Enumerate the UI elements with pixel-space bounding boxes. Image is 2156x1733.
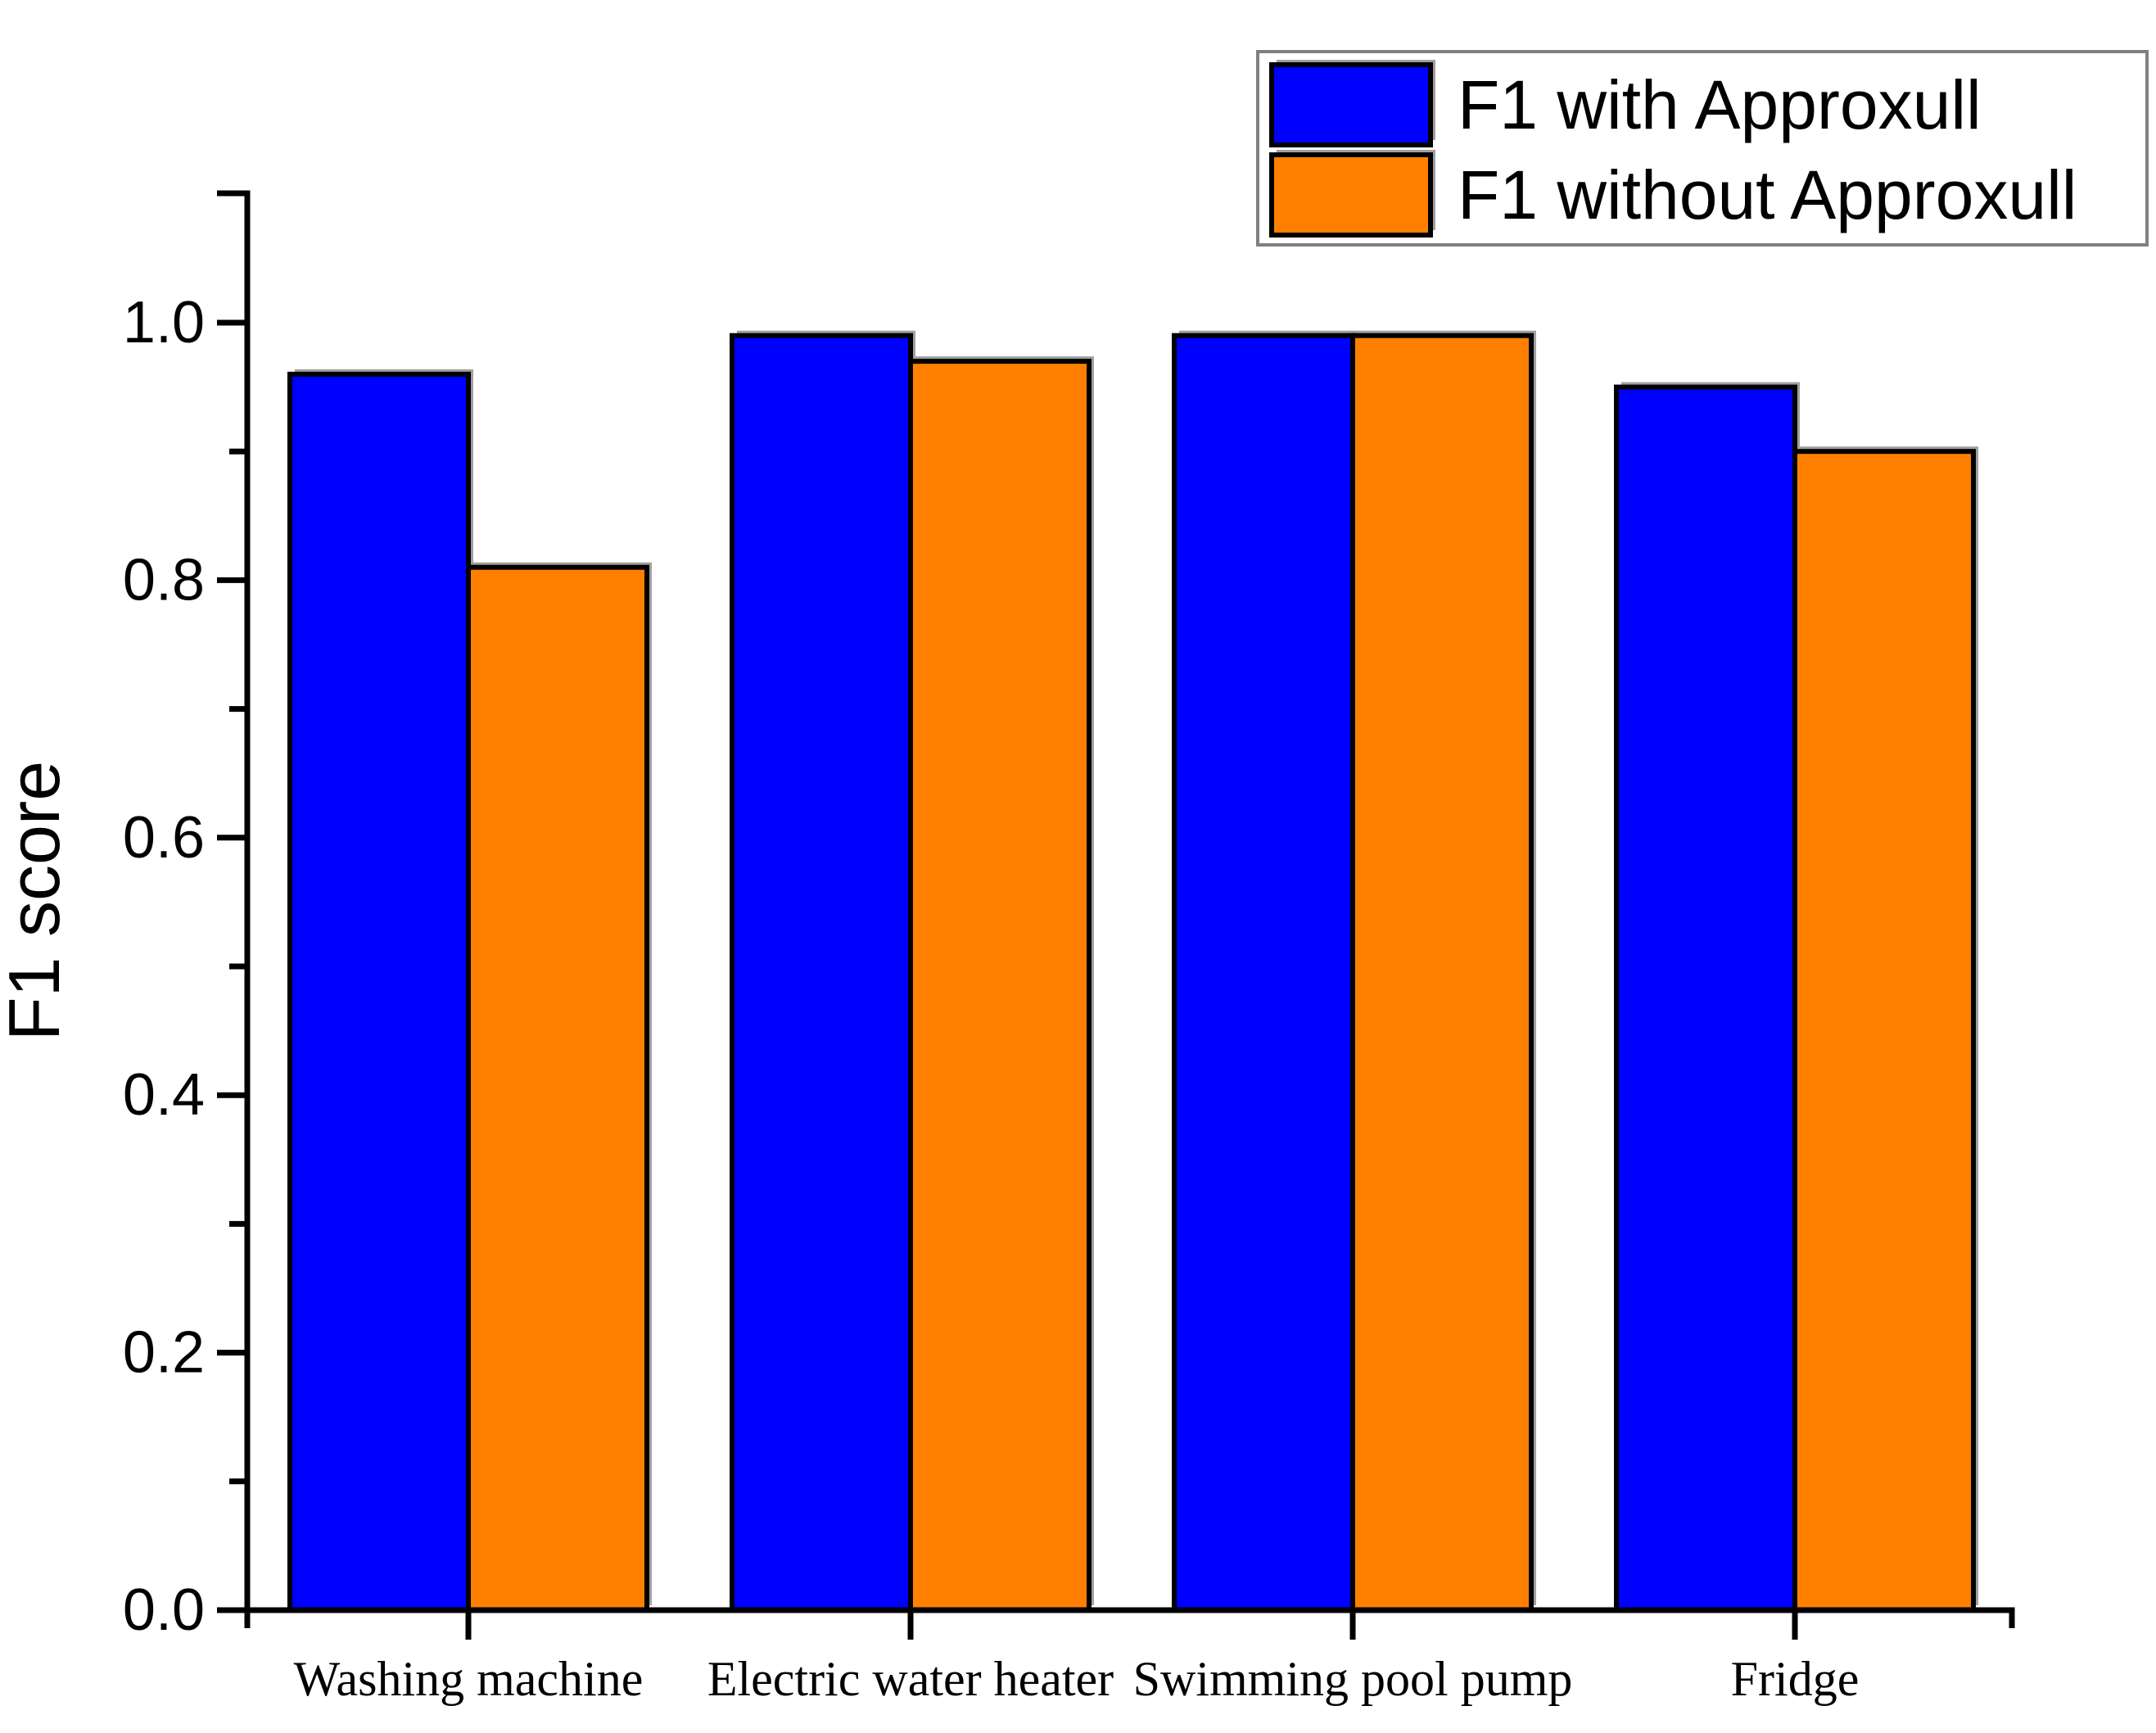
y-tick-label: 1.0	[123, 290, 205, 355]
y-axis-title: F1 score	[0, 761, 75, 1041]
y-tick-label: 0.6	[123, 805, 205, 871]
bar-washing-machine-f1-with-approxull	[287, 371, 471, 1613]
legend-label-f1-without-approxull: F1 without Approxull	[1458, 156, 2077, 233]
x-axis-line	[247, 1607, 2015, 1628]
bar-swimming-pool-pump-f1-without-approxull	[1350, 333, 1534, 1613]
x-category-label-fridge: Fridge	[1731, 1652, 1860, 1706]
legend-label-f1-with-approxull: F1 with Approxull	[1458, 66, 1982, 143]
y-tick-label: 0.0	[123, 1577, 205, 1643]
bar-swimming-pool-pump-f1-with-approxull	[1172, 333, 1355, 1613]
bar-fridge-f1-with-approxull	[1614, 384, 1797, 1613]
y-axis-line	[217, 190, 251, 1628]
x-category-label-washing-machine: Washing machine	[294, 1652, 644, 1706]
bar-fridge-f1-without-approxull	[1792, 449, 1976, 1613]
y-tick-label: 0.8	[123, 547, 205, 613]
legend-swatch-f1-without-approxull	[1269, 152, 1433, 238]
bar-electric-water-heater-f1-with-approxull	[730, 333, 913, 1613]
x-category-label-electric-water-heater: Electric water heater	[707, 1652, 1114, 1706]
legend-swatch-f1-with-approxull	[1269, 62, 1433, 147]
bar-electric-water-heater-f1-without-approxull	[908, 359, 1092, 1613]
y-tick-label: 0.2	[123, 1320, 205, 1386]
x-category-label-swimming-pool-pump: Swimming pool pump	[1133, 1652, 1573, 1706]
bar-washing-machine-f1-without-approxull	[466, 564, 649, 1613]
y-tick-label: 0.4	[123, 1062, 205, 1128]
